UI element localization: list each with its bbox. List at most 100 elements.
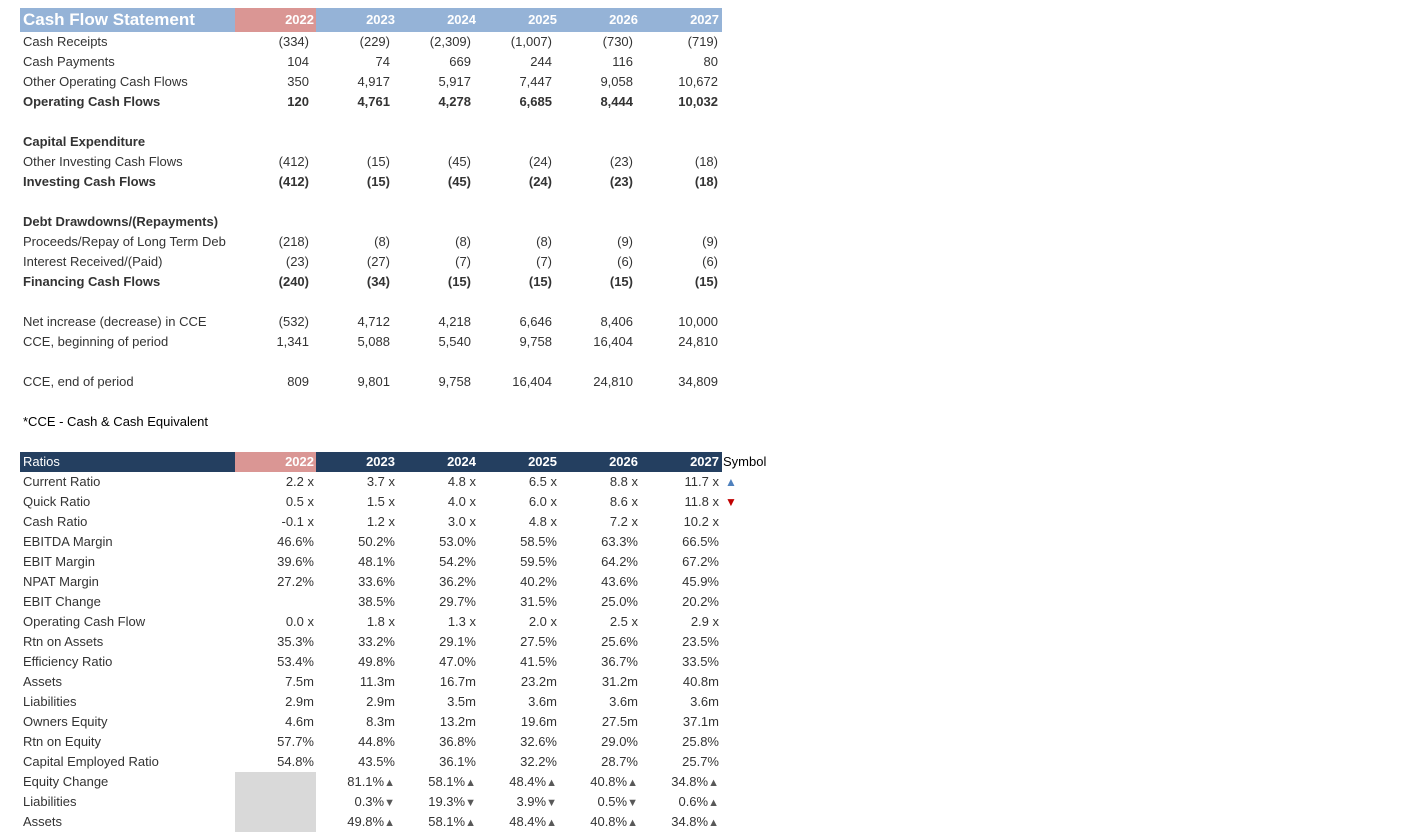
value-cell[interactable]: 36.1% — [439, 754, 476, 769]
value-cell[interactable]: (18) — [694, 174, 718, 189]
cash-flow-row[interactable]: Capital Expenditure — [20, 132, 722, 152]
row-label[interactable]: EBITDA Margin — [23, 534, 113, 549]
row-label[interactable]: Financing Cash Flows — [23, 274, 161, 289]
value-cell[interactable] — [397, 352, 471, 372]
value-cell[interactable] — [397, 212, 471, 232]
value-cell[interactable] — [559, 352, 633, 372]
value-cell[interactable]: 8,444 — [600, 94, 633, 109]
value-cell[interactable]: 3.6m — [690, 694, 719, 709]
cash-flow-row[interactable]: Cash Payments 104 74 669 244 116 80 — [20, 52, 722, 72]
value-cell[interactable]: (730) — [602, 34, 633, 49]
ratio-year-2022[interactable]: 2022 — [285, 454, 314, 469]
row-label[interactable] — [23, 292, 235, 312]
value-cell[interactable]: 3.7 x — [366, 474, 395, 489]
value-cell[interactable]: 8.6 x — [609, 494, 638, 509]
cash-flow-row[interactable]: CCE, beginning of period 1,341 5,088 5,540 9… — [20, 332, 722, 352]
value-cell[interactable]: 35.3% — [277, 634, 314, 649]
blank-row[interactable] — [20, 432, 722, 452]
value-cell[interactable]: 28.7% — [601, 754, 638, 769]
change-cell[interactable]: 49.8%▲ — [316, 812, 395, 832]
value-cell[interactable]: 3.6m — [609, 694, 638, 709]
value-cell[interactable]: 6,646 — [519, 314, 552, 329]
value-cell[interactable]: 63.3% — [601, 534, 638, 549]
value-cell[interactable]: 41.5% — [520, 654, 557, 669]
value-cell[interactable]: (45) — [447, 174, 471, 189]
value-cell[interactable]: (34) — [366, 274, 390, 289]
value-cell[interactable]: 53.4% — [277, 654, 314, 669]
value-cell[interactable]: 39.6% — [277, 554, 314, 569]
row-label[interactable] — [23, 112, 235, 132]
value-cell[interactable]: 20.2% — [682, 594, 719, 609]
value-cell[interactable]: (240) — [278, 274, 309, 289]
value-cell[interactable]: 54.8% — [277, 754, 314, 769]
value-cell[interactable]: 669 — [449, 54, 471, 69]
value-cell[interactable]: 25.0% — [601, 594, 638, 609]
row-label[interactable]: Current Ratio — [23, 474, 101, 489]
value-cell[interactable]: (9) — [617, 234, 633, 249]
value-cell[interactable] — [478, 112, 552, 132]
year-header-2024[interactable]: 2024 — [447, 12, 476, 27]
value-cell[interactable]: (6) — [702, 254, 718, 269]
row-label[interactable]: Net increase (decrease) in CCE — [23, 314, 207, 329]
value-cell[interactable]: 32.2% — [520, 754, 557, 769]
ratio-year-2024[interactable]: 2024 — [447, 454, 476, 469]
value-cell[interactable] — [397, 392, 471, 412]
change-cell[interactable]: 58.1%▲ — [397, 772, 476, 792]
change-cell[interactable]: 48.4%▲ — [478, 812, 557, 832]
value-cell[interactable]: 0.0 x — [285, 614, 314, 629]
value-cell[interactable]: 33.5% — [682, 654, 719, 669]
value-cell[interactable]: 23.2m — [520, 674, 557, 689]
value-cell[interactable]: 40.8m — [682, 674, 719, 689]
value-cell[interactable]: 5,917 — [438, 74, 471, 89]
row-label[interactable] — [23, 192, 235, 212]
value-cell[interactable]: 4.8 x — [528, 514, 557, 529]
cash-flow-row[interactable]: Operating Cash Flows 120 4,761 4,278 6,685 8,… — [20, 92, 722, 112]
cash-flow-row[interactable]: Interest Received/(Paid) (23) (27) (7) (7) (6… — [20, 252, 722, 272]
row-label[interactable]: Investing Cash Flows — [23, 174, 156, 189]
value-cell[interactable]: 7.2 x — [609, 514, 638, 529]
value-cell[interactable]: (7) — [536, 254, 552, 269]
row-label[interactable]: EBIT Change — [23, 594, 101, 609]
ratios-header-row[interactable]: Ratios 2022 2023 2024 2025 2026 2027 Sym… — [20, 452, 766, 472]
value-cell[interactable]: 43.6% — [601, 574, 638, 589]
value-cell[interactable]: 4.0 x — [447, 494, 476, 509]
value-cell[interactable] — [235, 352, 309, 372]
row-label[interactable]: CCE, end of period — [23, 374, 134, 389]
change-row[interactable]: Assets 49.8%▲ 58.1%▲ 48.4%▲ 40.8%▲ 34.8%▲ — [20, 812, 722, 832]
row-label[interactable]: Capital Expenditure — [23, 134, 146, 149]
value-cell[interactable]: 6.5 x — [528, 474, 557, 489]
value-cell[interactable] — [640, 112, 718, 132]
ratio-row[interactable]: NPAT Margin 27.2% 33.6% 36.2% 40.2% 43.6% 45.9… — [20, 572, 722, 592]
row-label[interactable]: Interest Received/(Paid) — [23, 254, 163, 269]
value-cell[interactable] — [235, 292, 309, 312]
value-cell[interactable]: 58.5% — [520, 534, 557, 549]
ratio-year-2027[interactable]: 2027 — [690, 454, 719, 469]
value-cell[interactable]: (18) — [694, 154, 718, 169]
cash-flow-row[interactable] — [20, 352, 722, 372]
ratio-row[interactable]: Quick Ratio 0.5 x 1.5 x 4.0 x 6.0 x 8.6 x 11.8… — [20, 492, 737, 512]
value-cell[interactable]: 16.7m — [439, 674, 476, 689]
row-label[interactable]: Liabilities — [23, 794, 77, 809]
value-cell[interactable]: (24) — [528, 154, 552, 169]
row-label[interactable]: Efficiency Ratio — [23, 654, 113, 669]
value-cell[interactable] — [235, 592, 314, 612]
change-cell[interactable]: 58.1%▲ — [397, 812, 476, 832]
value-cell[interactable]: (15) — [609, 274, 633, 289]
value-cell[interactable]: (1,007) — [510, 34, 552, 49]
value-cell[interactable]: (23) — [285, 254, 309, 269]
value-cell[interactable]: 3.0 x — [447, 514, 476, 529]
change-cell[interactable]: 19.3%▼ — [397, 792, 476, 812]
value-cell[interactable]: 104 — [287, 54, 309, 69]
row-label[interactable]: Assets — [23, 674, 63, 689]
value-cell[interactable] — [397, 192, 471, 212]
value-cell[interactable] — [478, 132, 552, 152]
value-cell[interactable] — [559, 292, 633, 312]
row-label[interactable]: Operating Cash Flows — [23, 94, 161, 109]
value-cell[interactable]: 4,278 — [438, 94, 471, 109]
cash-flow-row[interactable]: Debt Drawdowns/(Repayments) — [20, 212, 722, 232]
year-header-2022[interactable]: 2022 — [285, 12, 314, 27]
change-cell[interactable]: 34.8%▲ — [640, 812, 719, 832]
value-cell[interactable]: 36.2% — [439, 574, 476, 589]
cash-flow-row[interactable] — [20, 112, 722, 132]
cash-flow-row[interactable]: Proceeds/Repay of Long Term Deb (218) (8) (… — [20, 232, 722, 252]
